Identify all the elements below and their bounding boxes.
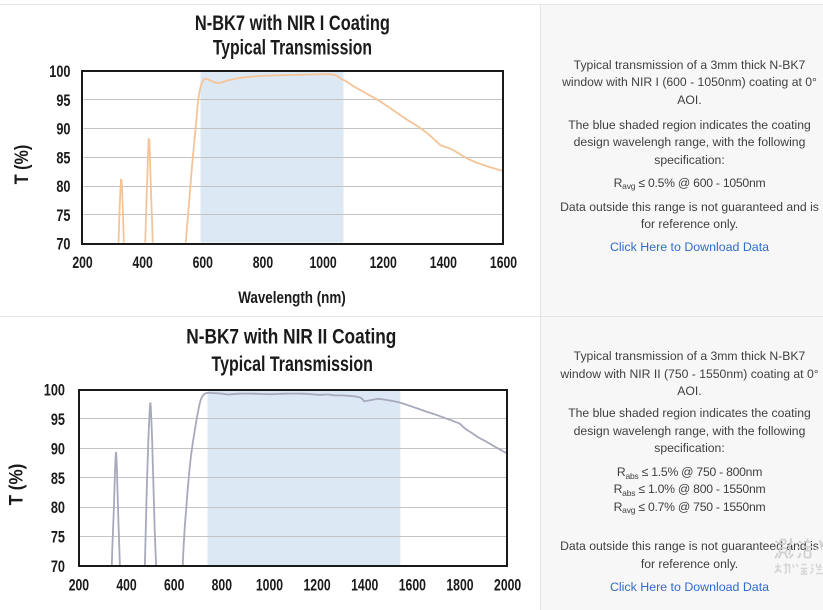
svg-text:N-BK7 with NIR II Coating: N-BK7 with NIR II Coating bbox=[186, 325, 396, 349]
svg-text:100: 100 bbox=[49, 64, 70, 82]
svg-text:400: 400 bbox=[132, 254, 152, 272]
svg-text:85: 85 bbox=[56, 150, 70, 168]
svg-text:1200: 1200 bbox=[303, 577, 330, 595]
svg-text:200: 200 bbox=[69, 577, 89, 595]
svg-text:1400: 1400 bbox=[430, 254, 457, 272]
svg-text:2000: 2000 bbox=[494, 577, 521, 595]
svg-text:95: 95 bbox=[56, 92, 70, 110]
svg-text:400: 400 bbox=[116, 577, 136, 595]
svg-text:600: 600 bbox=[193, 254, 213, 272]
svg-text:90: 90 bbox=[51, 441, 65, 459]
svg-text:75: 75 bbox=[51, 529, 65, 547]
svg-text:600: 600 bbox=[164, 577, 184, 595]
svg-text:80: 80 bbox=[56, 179, 70, 197]
svg-text:1600: 1600 bbox=[490, 254, 517, 272]
svg-text:Typical Transmission: Typical Transmission bbox=[212, 353, 373, 377]
svg-text:N-BK7 with NIR I Coating: N-BK7 with NIR I Coating bbox=[195, 12, 390, 36]
svg-text:1000: 1000 bbox=[309, 254, 336, 272]
svg-text:70: 70 bbox=[56, 236, 70, 254]
svg-text:80: 80 bbox=[51, 500, 65, 518]
svg-text:1400: 1400 bbox=[351, 577, 378, 595]
svg-text:70: 70 bbox=[51, 559, 65, 577]
svg-text:Wavelength (nm): Wavelength (nm) bbox=[238, 289, 346, 308]
svg-text:T (%): T (%) bbox=[11, 145, 33, 184]
svg-text:T (%): T (%) bbox=[6, 464, 27, 506]
svg-text:800: 800 bbox=[253, 254, 273, 272]
svg-text:1800: 1800 bbox=[446, 577, 473, 595]
svg-text:75: 75 bbox=[56, 207, 70, 225]
svg-text:100: 100 bbox=[44, 382, 65, 400]
svg-text:800: 800 bbox=[212, 577, 232, 595]
svg-text:Typical Transmission: Typical Transmission bbox=[213, 36, 372, 60]
svg-text:90: 90 bbox=[56, 121, 70, 139]
svg-text:85: 85 bbox=[51, 470, 65, 488]
svg-text:1600: 1600 bbox=[399, 577, 426, 595]
svg-text:1000: 1000 bbox=[256, 577, 283, 595]
svg-text:95: 95 bbox=[51, 412, 65, 430]
svg-text:200: 200 bbox=[72, 254, 92, 272]
svg-text:1200: 1200 bbox=[370, 254, 397, 272]
